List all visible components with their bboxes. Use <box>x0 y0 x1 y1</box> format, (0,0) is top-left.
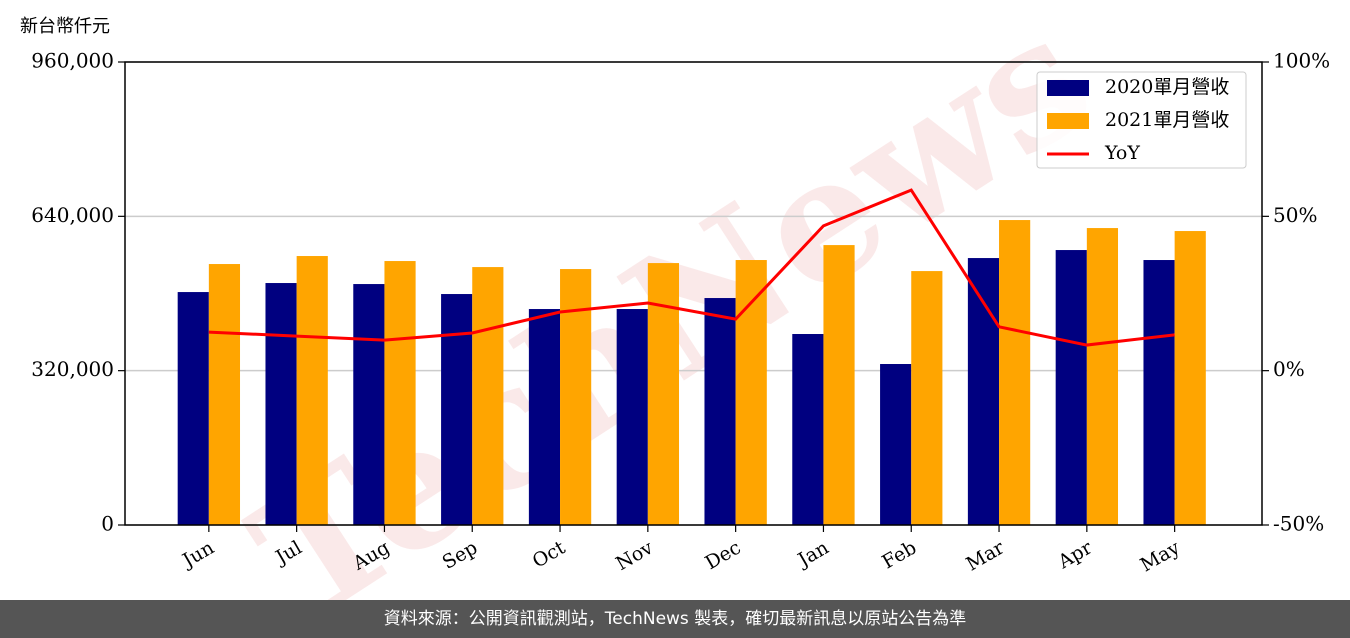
bar <box>1086 228 1119 525</box>
bar <box>735 260 767 525</box>
legend-label: 2021單月營收 <box>1105 109 1229 131</box>
bar <box>265 283 297 525</box>
bar <box>1055 250 1087 525</box>
bar <box>353 284 385 525</box>
bar <box>528 309 561 525</box>
legend-label: 2020單月營收 <box>1105 76 1229 98</box>
x-tick-label: May <box>1137 536 1184 576</box>
x-tick-label: Dec <box>701 537 744 575</box>
legend-swatch <box>1047 80 1089 96</box>
bar <box>999 220 1031 525</box>
x-tick-label: Jan <box>793 537 833 573</box>
bar <box>384 261 416 525</box>
bar <box>208 264 241 525</box>
footer: 資料來源：公開資訊觀測站，TechNews 製表，確切最新訊息以原站公告為準 <box>0 600 1350 638</box>
y-tick-label: 0 <box>101 512 114 536</box>
x-tick-label: Apr <box>1054 536 1097 573</box>
bar <box>880 364 912 525</box>
y-tick-label: 960,000 <box>31 49 114 73</box>
y-tick-label: 640,000 <box>31 203 114 227</box>
bar <box>704 298 736 525</box>
y2-tick-label: 100% <box>1273 49 1330 73</box>
y-axis-label: 新台幣仟元 <box>20 16 110 37</box>
bar <box>1143 260 1175 525</box>
legend-label: YoY <box>1104 142 1140 164</box>
bar <box>967 258 1000 525</box>
bar <box>823 245 855 525</box>
legend-swatch <box>1047 113 1089 129</box>
line <box>208 188 1175 347</box>
legend-box <box>1036 71 1247 169</box>
x-tick-label: Jun <box>177 537 218 573</box>
chart: 新台幣仟元 TechNews 0320,000640,000960,000-50… <box>20 0 1330 638</box>
y-tick-label: 320,000 <box>31 357 114 381</box>
bar <box>560 269 592 525</box>
bar <box>296 256 328 525</box>
bar <box>647 263 680 525</box>
bar <box>1174 231 1206 526</box>
bar <box>792 334 824 525</box>
y2-tick-label: -50% <box>1273 512 1324 536</box>
bar <box>911 271 943 525</box>
bar <box>616 309 648 525</box>
y2-tick-label: 0% <box>1273 357 1305 381</box>
bar <box>441 294 473 525</box>
y2-tick-label: 50% <box>1273 203 1317 227</box>
x-tick-label: Feb <box>878 537 920 574</box>
bar <box>472 267 504 525</box>
x-tick-label: Oct <box>529 536 570 572</box>
x-tick-label: Nov <box>612 536 657 575</box>
plot-frame <box>124 61 1263 526</box>
x-tick-label: Mar <box>963 536 1009 575</box>
bar <box>177 292 209 525</box>
